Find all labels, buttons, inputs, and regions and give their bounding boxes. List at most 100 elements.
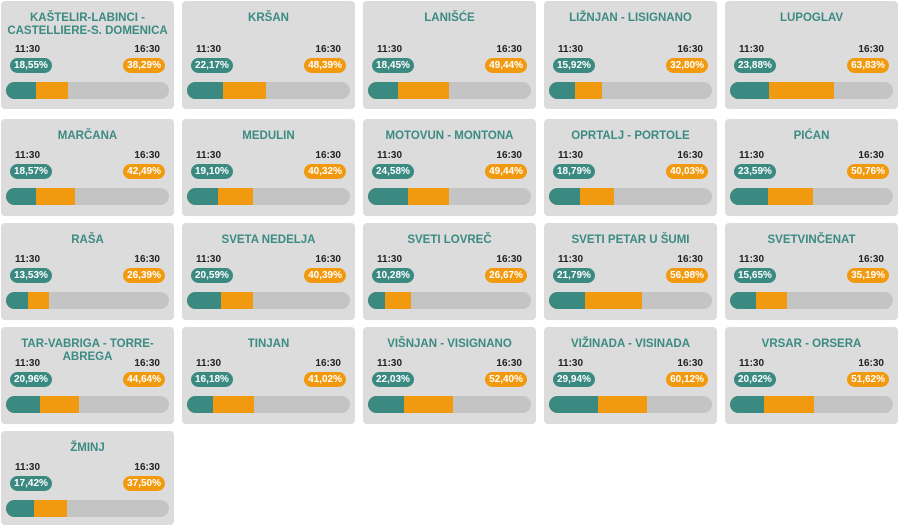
municipality-card: VRSAR - ORSERA 11:30 16:30 20,62% 51,62% — [725, 327, 898, 424]
early-turnout-badge: 22,17% — [191, 58, 233, 73]
early-turnout-fill — [730, 396, 764, 413]
late-turnout-badge: 42,49% — [123, 164, 165, 179]
late-turnout-badge: 50,76% — [847, 164, 889, 179]
late-turnout-badge: 48,39% — [304, 58, 346, 73]
municipality-card: VIŽINADA - VISINADA 11:30 16:30 29,94% 6… — [544, 327, 717, 424]
municipality-card: TAR-VABRIGA - TORRE-ABREGA 11:30 16:30 2… — [1, 327, 174, 424]
municipality-name: ŽMINJ — [70, 442, 105, 454]
time-label-late: 16:30 — [496, 44, 522, 55]
late-turnout-badge: 40,39% — [304, 268, 346, 283]
early-turnout-fill — [368, 188, 409, 205]
early-turnout-badge: 20,59% — [191, 268, 233, 283]
municipality-name: SVETI LOVREČ — [407, 234, 492, 246]
time-label-late: 16:30 — [315, 254, 341, 265]
time-label-early: 11:30 — [558, 358, 584, 369]
municipality-card: LIŽNJAN - LISIGNANO 11:30 16:30 15,92% 3… — [544, 1, 717, 109]
early-turnout-badge: 13,53% — [10, 268, 52, 283]
municipality-name: SVETA NEDELJA — [221, 234, 316, 246]
time-label-late: 16:30 — [315, 44, 341, 55]
time-label-late: 16:30 — [858, 150, 884, 161]
early-turnout-fill — [6, 292, 29, 309]
time-label-early: 11:30 — [739, 254, 765, 265]
time-label-late: 16:30 — [858, 358, 884, 369]
late-turnout-badge: 26,39% — [123, 268, 165, 283]
municipality-card: SVETVINČENAT 11:30 16:30 15,65% 35,19% — [725, 223, 898, 320]
time-label-late: 16:30 — [315, 358, 341, 369]
early-turnout-fill — [730, 82, 769, 99]
time-label-early: 11:30 — [739, 44, 765, 55]
late-turnout-badge: 41,02% — [304, 372, 346, 387]
early-turnout-fill — [187, 396, 214, 413]
early-turnout-badge: 18,45% — [372, 58, 414, 73]
early-turnout-badge: 20,96% — [10, 372, 52, 387]
turnout-progress-bar — [6, 82, 169, 99]
early-turnout-badge: 16,18% — [191, 372, 233, 387]
time-label-late: 16:30 — [496, 150, 522, 161]
early-turnout-fill — [6, 82, 37, 99]
early-turnout-fill — [549, 292, 585, 309]
time-label-early: 11:30 — [15, 44, 41, 55]
time-label-early: 11:30 — [558, 150, 584, 161]
municipality-name: SVETVINČENAT — [767, 234, 856, 246]
time-label-late: 16:30 — [677, 150, 703, 161]
early-turnout-badge: 15,92% — [553, 58, 595, 73]
municipality-card: VIŠNJAN - VISIGNANO 11:30 16:30 22,03% 5… — [363, 327, 536, 424]
municipality-name: LIŽNJAN - LISIGNANO — [569, 12, 692, 24]
municipality-card: ŽMINJ 11:30 16:30 17,42% 37,50% — [1, 431, 174, 525]
early-turnout-badge: 24,58% — [372, 164, 414, 179]
early-turnout-badge: 18,55% — [10, 58, 52, 73]
time-label-early: 11:30 — [739, 150, 765, 161]
early-turnout-badge: 10,28% — [372, 268, 414, 283]
turnout-progress-bar — [6, 396, 169, 413]
municipality-card: KRŠAN 11:30 16:30 22,17% 48,39% — [182, 1, 355, 109]
municipality-name: TINJAN — [247, 338, 290, 350]
late-turnout-badge: 60,12% — [666, 372, 708, 387]
early-turnout-fill — [187, 82, 224, 99]
early-turnout-fill — [6, 500, 35, 517]
turnout-progress-bar — [187, 396, 350, 413]
early-turnout-fill — [6, 396, 41, 413]
municipality-card: SVETA NEDELJA 11:30 16:30 20,59% 40,39% — [182, 223, 355, 320]
late-turnout-badge: 37,50% — [123, 476, 165, 491]
municipality-name: PIĆAN — [793, 130, 830, 142]
time-label-early: 11:30 — [558, 254, 584, 265]
municipality-name: RAŠA — [71, 234, 104, 246]
early-turnout-badge: 19,10% — [191, 164, 233, 179]
municipality-card: LUPOGLAV 11:30 16:30 23,88% 63,83% — [725, 1, 898, 109]
late-turnout-badge: 26,67% — [485, 268, 527, 283]
early-turnout-fill — [549, 396, 598, 413]
late-turnout-badge: 44,64% — [123, 372, 165, 387]
municipality-name: LUPOGLAV — [779, 12, 844, 24]
turnout-progress-bar — [549, 292, 712, 309]
time-label-late: 16:30 — [677, 254, 703, 265]
municipality-card: TINJAN 11:30 16:30 16,18% 41,02% — [182, 327, 355, 424]
time-label-early: 11:30 — [15, 462, 41, 473]
turnout-progress-bar — [368, 292, 531, 309]
late-turnout-badge: 56,98% — [666, 268, 708, 283]
early-turnout-badge: 18,57% — [10, 164, 52, 179]
early-turnout-fill — [368, 396, 404, 413]
municipality-card: MEDULIN 11:30 16:30 19,10% 40,32% — [182, 119, 355, 216]
time-label-early: 11:30 — [15, 358, 41, 369]
time-label-late: 16:30 — [134, 358, 160, 369]
municipality-card: SVETI PETAR U ŠUMI 11:30 16:30 21,79% 56… — [544, 223, 717, 320]
municipality-name: LANIŠĆE — [424, 12, 475, 24]
late-turnout-badge: 52,40% — [485, 372, 527, 387]
early-turnout-fill — [549, 82, 575, 99]
municipality-card: PIĆAN 11:30 16:30 23,59% 50,76% — [725, 119, 898, 216]
time-label-late: 16:30 — [496, 254, 522, 265]
early-turnout-badge: 15,65% — [734, 268, 776, 283]
late-turnout-badge: 51,62% — [847, 372, 889, 387]
late-turnout-badge: 38,29% — [123, 58, 165, 73]
time-label-late: 16:30 — [315, 150, 341, 161]
late-turnout-badge: 35,19% — [847, 268, 889, 283]
time-label-early: 11:30 — [377, 150, 403, 161]
municipality-card: RAŠA 11:30 16:30 13,53% 26,39% — [1, 223, 174, 320]
turnout-progress-bar — [187, 292, 350, 309]
late-turnout-badge: 63,83% — [847, 58, 889, 73]
early-turnout-fill — [730, 188, 769, 205]
municipality-name: KRŠAN — [248, 12, 289, 24]
early-turnout-badge: 18,79% — [553, 164, 595, 179]
municipality-card: MOTOVUN - MONTONA 11:30 16:30 24,58% 49,… — [363, 119, 536, 216]
time-label-early: 11:30 — [196, 150, 222, 161]
